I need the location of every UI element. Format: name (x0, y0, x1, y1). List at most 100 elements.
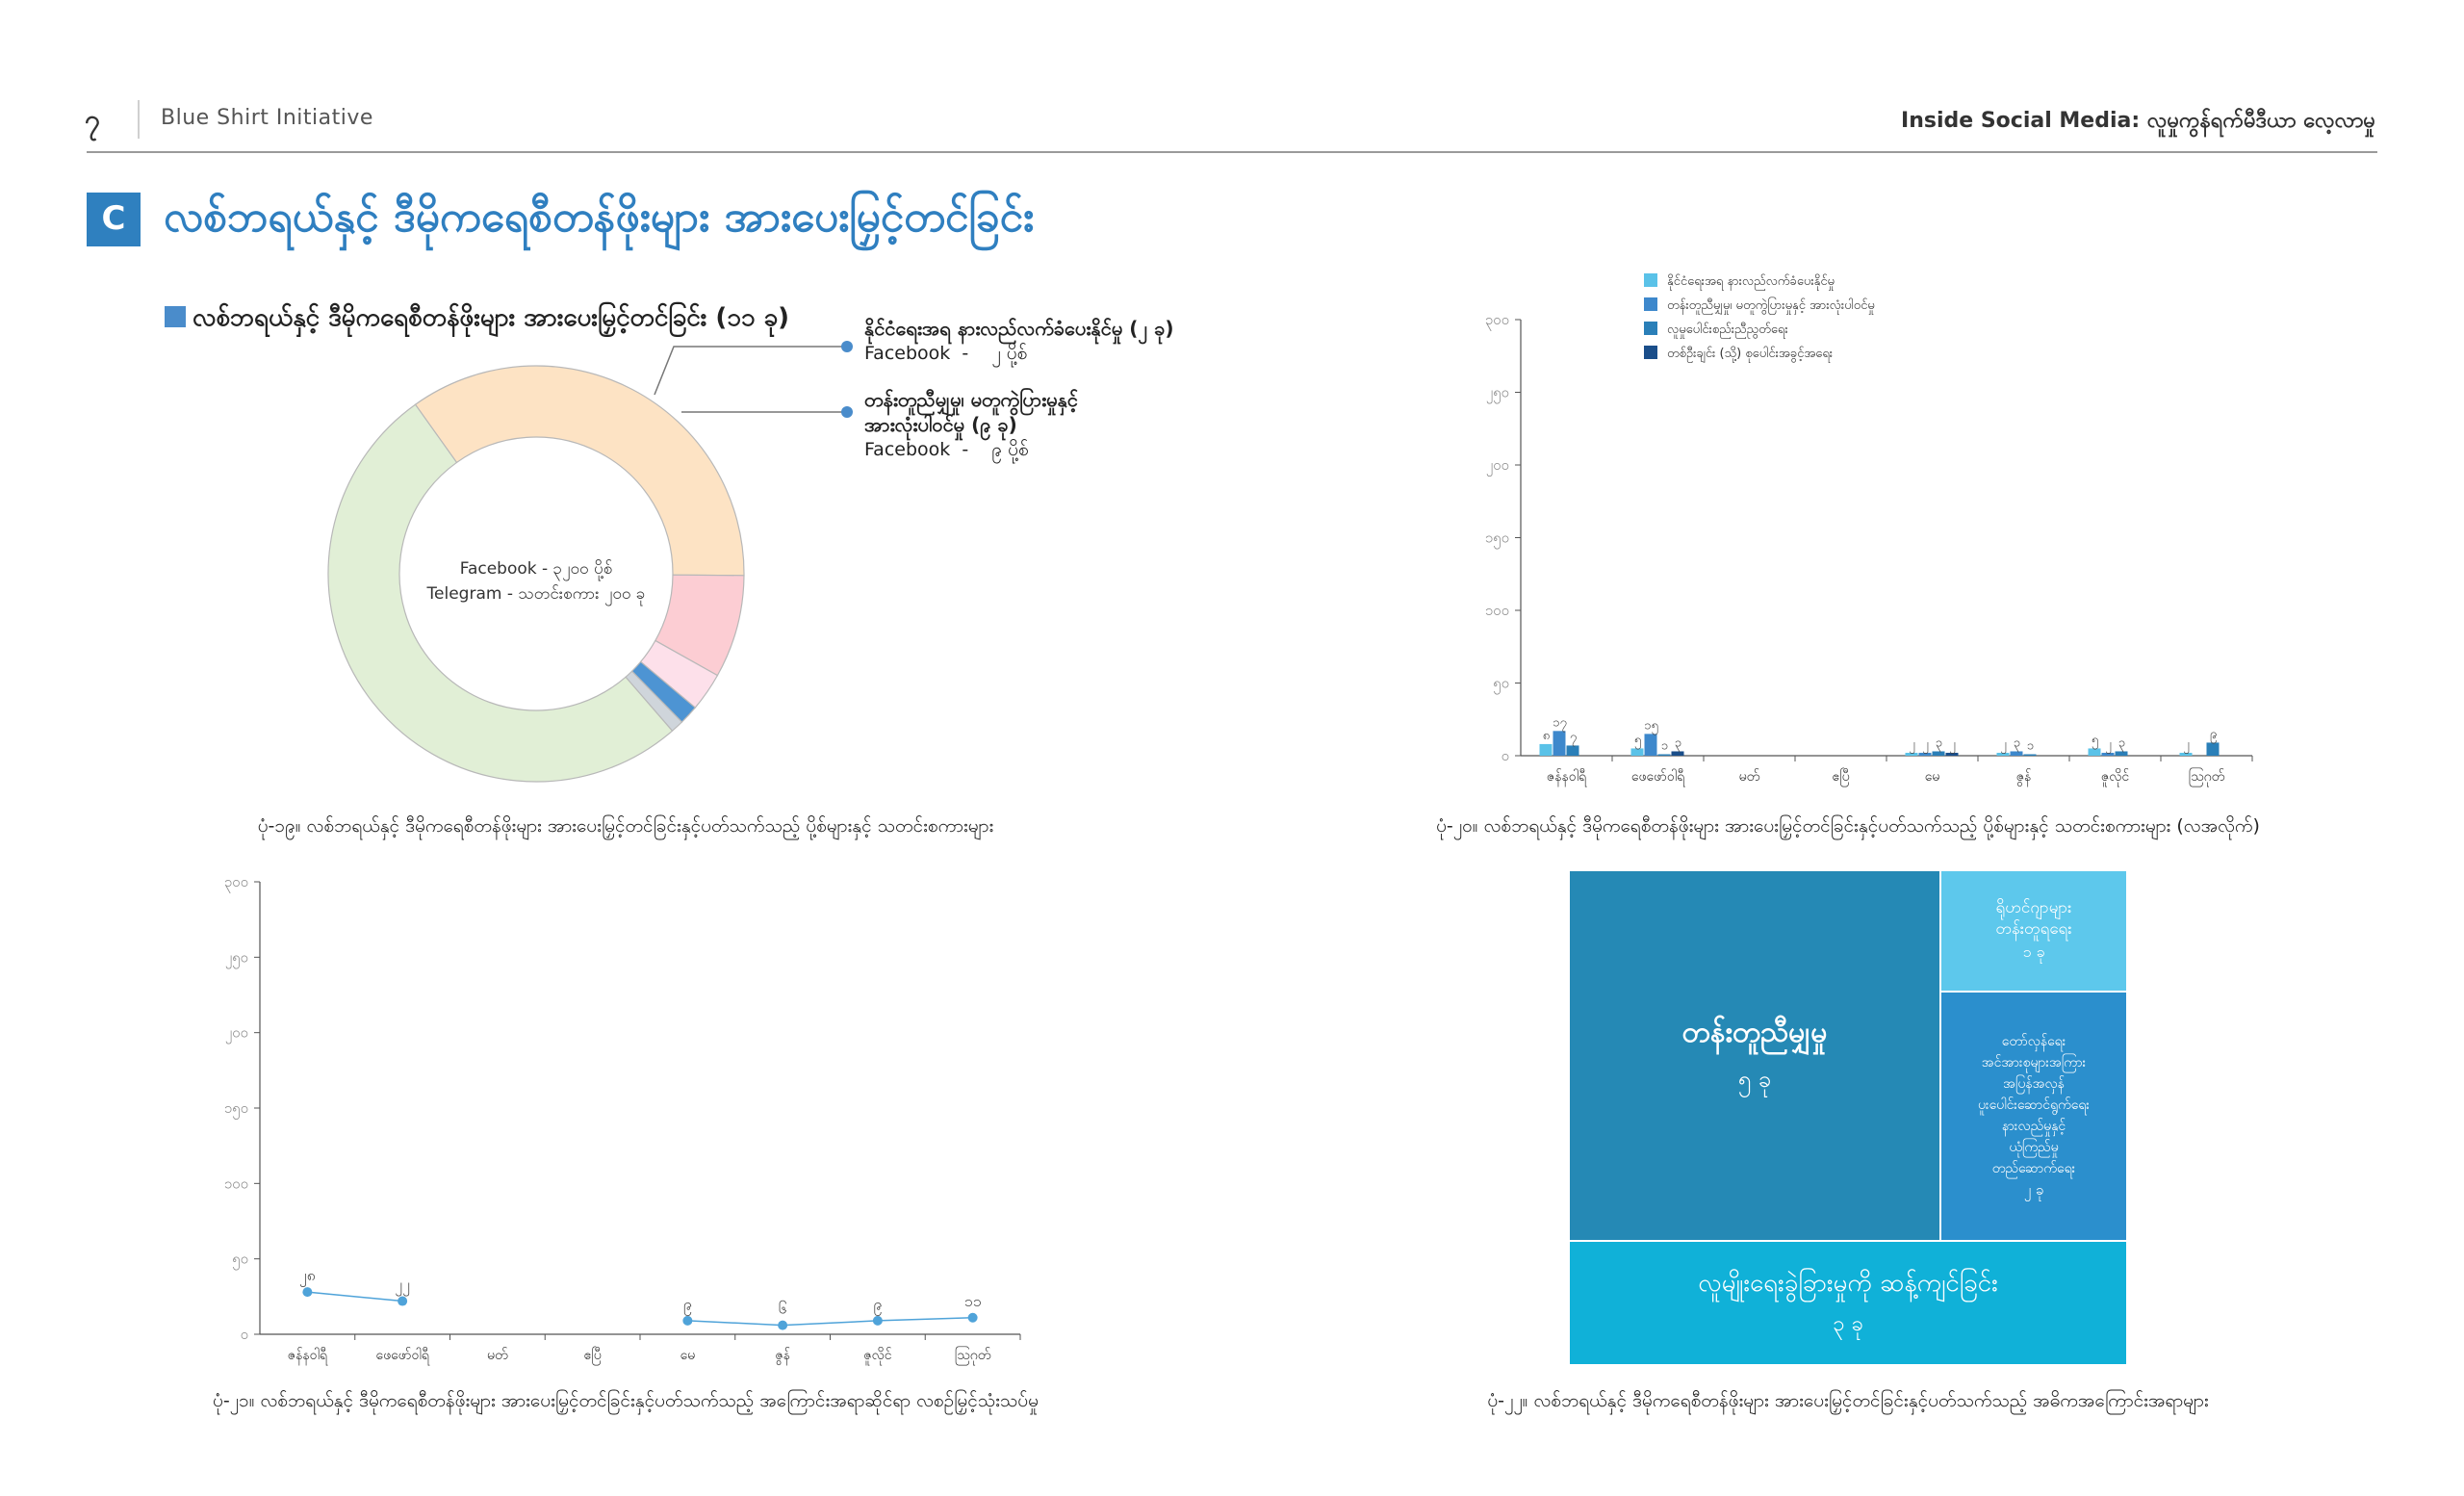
bar-value-label: ၅ (2092, 733, 2098, 749)
donut-title: လစ်ဘရယ်နှင့် ဒီမိုကရေစီတန်ဖိုးများ အားပေ… (192, 303, 790, 332)
donut-caption: ပုံ-၁၉။ လစ်ဘရယ်နှင့် ဒီမိုကရေစီတန်ဖိုးမျ… (257, 815, 994, 837)
section-badge: C (87, 193, 141, 246)
treemap-rohingya-value: ၁ ခု (2022, 942, 2045, 961)
bar (1657, 754, 1671, 756)
treemap-coop-line4: ပူးပေါင်းဆောင်ရွက်ရေး (1978, 1096, 2090, 1113)
bar (2101, 752, 2115, 756)
bar-y-tick-label: ၅၀ (1493, 675, 1509, 695)
line-marks: ၂၈ ၂၂၉ ၆ ၉ ၁၁ (299, 1266, 982, 1330)
bar (1630, 748, 1644, 756)
bar-value-label: ၃ (2014, 735, 2020, 752)
donut-callout-lines (654, 341, 853, 418)
treemap: တန်းတူညီမျှမှု ၅ ခု ရိုဟင်ဂျာများ တန်းတူ… (1570, 871, 2126, 1364)
treemap-equality-label: တန်းတူညီမျှမှု (1681, 1016, 1828, 1049)
bar-value-label: ၁၅ (1644, 718, 1658, 735)
line-y-tick-label: ၁၀၀ (224, 1174, 248, 1192)
callout-2-detail: Facebook - ၉ ပို့စ် (864, 437, 1078, 462)
bar-y-tick-label: ၃၀၀ (1485, 311, 1509, 331)
callout-1-value: ၂ ပို့စ် (991, 343, 1028, 364)
bar-legend-label-2: လူမှုပေါင်းစည်းညီညွတ်ရေး (1667, 322, 1788, 339)
treemap-cell-cooperation: တော်လှန်ရေး အင်အားစုများအကြား အပြန်အလှန်… (1939, 993, 2126, 1240)
bar (1905, 752, 1918, 756)
line-x-tick-label: ဧပြီ (584, 1348, 602, 1365)
donut-slice-0 (414, 365, 745, 577)
callout-1-detail: Facebook - ၂ ပို့စ် (864, 341, 1174, 366)
bar-y-tick-label: ၁၅၀ (1485, 529, 1509, 550)
bar-value-label: ၂ (2000, 737, 2006, 754)
bar-value-label: ၁ (2027, 738, 2034, 753)
line-point (872, 1315, 883, 1326)
callout-dot-2 (841, 406, 853, 418)
line-x-tick-label: ဇွန် (775, 1348, 790, 1365)
line-value-label: ၉ (873, 1295, 882, 1316)
callout-2-platform: Facebook (864, 439, 951, 460)
bar-x-tick-label: မတ် (1739, 769, 1760, 785)
bar-marks: ၈၁၇၇ ၅၁၅၁၃၂၂၃၂၂၃၁၅၂၃၂၉ (1539, 715, 2220, 756)
line-x-tick-label: ဖေဖော်ဝါရီ (375, 1348, 429, 1365)
bar (1566, 745, 1579, 756)
line-y-tick-label: ၁၅၀ (224, 1099, 248, 1120)
bar (1945, 752, 1959, 756)
bar-value-label: ၃ (2118, 735, 2125, 752)
bar-value-label: ၇ (1570, 730, 1577, 746)
callout-2-title: တန်းတူညီမျှမှု၊ မတူကွဲပြားမှုနှင့် (864, 388, 1079, 411)
report-title: Inside Social Media: လူမှုကွန်ရက်မီဒီယာ … (1901, 109, 2375, 133)
bar (1996, 752, 2010, 756)
bar-legend-label-1: တန်းတူညီမျှမှု၊ မတူကွဲပြားမှုနှင့် အားလု… (1667, 297, 1875, 315)
callout-1-platform: Facebook (864, 343, 951, 364)
line-value-label: ၂၈ (299, 1266, 316, 1287)
treemap-cell-anti-racism: လူမျိုးရေးခွဲခြားမှုကို ဆန့်ကျင်ခြင်း ၃ … (1570, 1240, 2126, 1364)
bar-value-label: ၃ (1675, 735, 1681, 752)
donut-chart: Facebook - ၃၂၀၀ ပို့စ် Telegram - သတင်းစ… (327, 365, 745, 783)
bar (2206, 742, 2220, 756)
treemap-cell-equality: တန်းတူညီမျှမှု ၅ ခု (1570, 871, 1939, 1240)
bar-legend-swatch-3 (1644, 346, 1657, 359)
bar-y-tick-label: ၁၀၀ (1485, 602, 1509, 619)
treemap-coop-value: ၂ ခု (2023, 1180, 2044, 1199)
bar-x-tick-label: ဧပြီ (1832, 769, 1849, 787)
treemap-anti-racism-label: လူမျိုးရေးခွဲခြားမှုကို ဆန့်ကျင်ခြင်း (1698, 1268, 1998, 1298)
bar-x-tick-label: ဇွန် (2016, 769, 2032, 787)
line-x-tick-label: မတ် (487, 1348, 508, 1363)
bar-y-tick-label: ၂၅၀ (1486, 384, 1509, 404)
treemap-anti-racism-value: ၃ ခု (1833, 1311, 1863, 1336)
bar-value-label: ၂ (1909, 737, 1914, 754)
line-point (398, 1296, 408, 1306)
line-value-label: ၁၁ (964, 1292, 982, 1310)
line-y-tick-label: ၃၀၀ (224, 873, 248, 893)
treemap-coop-line3: အပြန်အလှန် (2003, 1075, 2065, 1092)
organization-name: Blue Shirt Initiative (161, 106, 373, 130)
line-y-tick-label: ၂၀၀ (225, 1024, 248, 1045)
bar-y-tick-label: ၀ (1502, 747, 1509, 764)
line-caption: ပုံ-၂၁။ လစ်ဘရယ်နှင့် ဒီမိုကရေစီတန်ဖိုးမျ… (212, 1390, 1039, 1411)
bar-legend-swatch-2 (1644, 322, 1657, 335)
callout-1: နိုင်ငံရေးအရ နားလည်လက်ခံပေးနိုင်မှု (၂ ခ… (864, 316, 1174, 366)
bar-value-label: ၅ (1634, 733, 1641, 749)
treemap-coop-line5: နားလည်မှုနှင့် (2001, 1118, 2066, 1134)
donut-center-line2: Telegram - သတင်းစကား ၂၀၀ ခု (426, 584, 646, 606)
bar-legend-swatch-0 (1644, 273, 1657, 287)
line-x-tick-label: ဇူလိုင် (863, 1348, 891, 1365)
line-y-tick-label: ၂၅၀ (225, 948, 248, 968)
bar-legend-swatch-1 (1644, 297, 1657, 311)
treemap-coop-line7: တည်ဆောက်ရေး (1991, 1160, 2076, 1176)
donut-slice-5 (327, 403, 674, 783)
bar-value-label: ၁ (1661, 738, 1668, 753)
bar-value-label: ၂ (1949, 737, 1955, 754)
line-point (682, 1315, 693, 1326)
bar-value-label: ၂ (2105, 737, 2111, 754)
bar (2088, 748, 2101, 756)
header-divider (138, 100, 140, 139)
treemap-cell-rohingya: ရိုဟင်ဂျာများ တန်းတူရရေး ၁ ခု (1939, 871, 2126, 993)
treemap-coop-line2: အင်အားစုများအကြား (1981, 1054, 2087, 1070)
bar (1671, 751, 1684, 756)
bar-value-label: ၉ (2210, 727, 2217, 743)
bar-x-tick-label: မေ (1925, 769, 1940, 785)
bar-legend-label-3: တစ်ဦးချင်း (သို့) စုပေါင်းအခွင့်အရေး (1667, 346, 1833, 363)
callout-1-dash: - (962, 343, 969, 364)
bar (1539, 743, 1553, 756)
header-rule (87, 151, 2377, 153)
